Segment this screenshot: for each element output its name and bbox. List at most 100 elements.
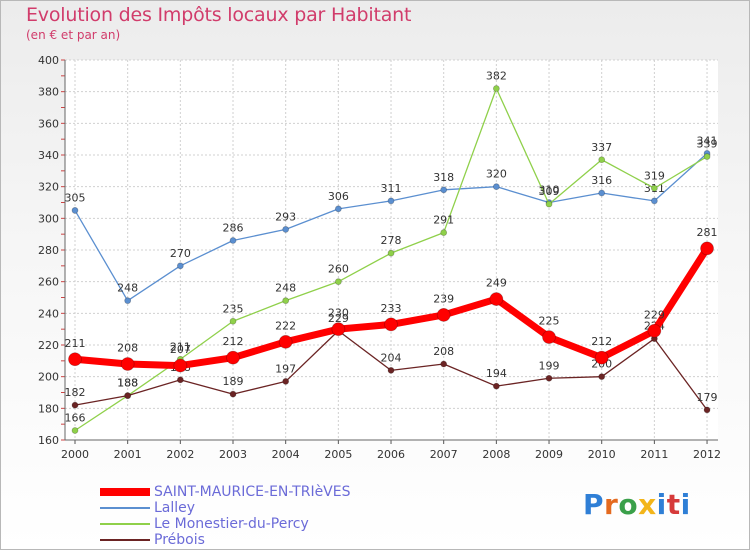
y-tick-label: 300 — [38, 212, 59, 225]
logo-letter: i — [656, 488, 667, 521]
data-label-le-monestier-du-percy: 339 — [697, 138, 718, 151]
legend-label-prebois: Prébois — [154, 532, 205, 548]
y-tick-label: 240 — [38, 307, 59, 320]
data-label-saint-maurice-en-tri-ves: 207 — [170, 343, 191, 356]
data-point-saint-maurice-en-tri-ves — [331, 322, 346, 337]
y-tick-label: 220 — [38, 339, 59, 352]
data-label-pr-bois: 189 — [223, 375, 244, 388]
data-point-lalley — [650, 197, 658, 205]
data-label-lalley: 320 — [486, 168, 507, 181]
data-point-pr-bois — [176, 376, 184, 384]
x-tick-label: 2008 — [482, 448, 510, 461]
data-point-lalley — [334, 205, 342, 213]
data-point-pr-bois — [492, 382, 500, 390]
data-point-saint-maurice-en-tri-ves — [68, 352, 82, 367]
legend-swatch-le-monestier — [100, 523, 150, 525]
data-point-lalley — [492, 183, 500, 191]
data-point-le-monestier-du-percy — [703, 153, 711, 160]
data-label-saint-maurice-en-tri-ves: 281 — [697, 226, 718, 239]
logo-letter: i — [680, 488, 691, 521]
data-point-pr-bois — [598, 373, 606, 381]
data-label-le-monestier-du-percy: 188 — [117, 377, 138, 390]
data-point-saint-maurice-en-tri-ves — [120, 357, 135, 371]
data-label-le-monestier-du-percy: 291 — [433, 214, 454, 227]
data-point-pr-bois — [440, 360, 448, 368]
data-point-lalley — [229, 237, 237, 244]
data-label-pr-bois: 179 — [697, 391, 718, 404]
data-label-lalley: 270 — [170, 247, 191, 260]
legend-label-lalley: Lalley — [154, 500, 196, 516]
data-point-le-monestier-du-percy — [598, 156, 606, 164]
logo-letter: t — [666, 488, 681, 521]
data-label-le-monestier-du-percy: 260 — [328, 263, 349, 276]
data-point-le-monestier-du-percy — [282, 297, 290, 305]
data-label-saint-maurice-en-tri-ves: 208 — [117, 342, 138, 355]
data-point-le-monestier-du-percy — [334, 278, 342, 286]
data-label-saint-maurice-en-tri-ves: 212 — [591, 335, 612, 348]
data-label-pr-bois: 194 — [486, 367, 507, 380]
x-tick-label: 2009 — [535, 448, 563, 461]
data-label-saint-maurice-en-tri-ves: 222 — [275, 319, 296, 332]
data-point-saint-maurice-en-tri-ves — [226, 350, 240, 365]
data-label-saint-maurice-en-tri-ves: 239 — [433, 292, 454, 305]
data-point-lalley — [440, 186, 448, 194]
data-label-pr-bois: 182 — [65, 386, 86, 399]
y-tick-label: 280 — [38, 244, 59, 257]
data-point-le-monestier-du-percy — [650, 184, 658, 192]
legend: SAINT-MAURICE-EN-TRIèVES Lalley Le Mones… — [100, 484, 351, 548]
data-label-saint-maurice-en-tri-ves: 233 — [381, 302, 402, 315]
x-tick-label: 2012 — [693, 448, 721, 461]
data-point-saint-maurice-en-tri-ves — [173, 358, 188, 373]
y-tick-label: 380 — [38, 86, 59, 99]
y-tick-label: 360 — [38, 117, 59, 130]
y-tick-label: 340 — [38, 149, 59, 162]
y-tick-label: 180 — [38, 402, 59, 415]
data-label-saint-maurice-en-tri-ves: 249 — [486, 277, 507, 290]
data-point-pr-bois — [545, 374, 553, 382]
data-label-lalley: 305 — [65, 191, 86, 204]
proxiti-logo: Proxiti — [583, 488, 691, 521]
data-point-saint-maurice-en-tri-ves — [647, 323, 662, 338]
data-point-le-monestier-du-percy — [71, 427, 79, 434]
data-label-saint-maurice-en-tri-ves: 211 — [65, 337, 86, 350]
data-label-le-monestier-du-percy: 235 — [223, 302, 244, 315]
data-label-lalley: 293 — [275, 210, 296, 223]
data-label-pr-bois: 204 — [381, 351, 402, 364]
legend-item-saint-maurice: SAINT-MAURICE-EN-TRIèVES — [100, 484, 351, 500]
data-point-pr-bois — [703, 406, 711, 414]
data-label-saint-maurice-en-tri-ves: 229 — [644, 308, 665, 321]
data-point-pr-bois — [124, 392, 132, 400]
x-tick-label: 2001 — [114, 448, 142, 461]
data-point-lalley — [598, 189, 606, 197]
data-label-le-monestier-du-percy: 211 — [170, 340, 191, 353]
data-label-pr-bois: 188 — [117, 377, 138, 390]
data-label-le-monestier-du-percy: 309 — [539, 185, 560, 198]
data-point-pr-bois — [282, 378, 290, 385]
data-point-le-monestier-du-percy — [387, 249, 395, 257]
data-label-le-monestier-du-percy: 278 — [381, 234, 402, 247]
x-tick-label: 2000 — [61, 448, 89, 461]
x-tick-label: 2004 — [272, 448, 300, 461]
data-point-lalley — [176, 262, 184, 270]
data-point-saint-maurice-en-tri-ves — [436, 308, 451, 322]
logo-letter: r — [604, 488, 619, 521]
data-point-saint-maurice-en-tri-ves — [594, 350, 609, 365]
data-label-lalley: 341 — [697, 134, 718, 147]
data-point-saint-maurice-en-tri-ves — [384, 317, 398, 332]
data-label-lalley: 286 — [223, 222, 244, 235]
data-point-lalley — [71, 207, 79, 214]
x-tick-label: 2003 — [219, 448, 247, 461]
data-point-pr-bois — [229, 390, 237, 398]
chart-subtitle: (en € et par an) — [26, 28, 121, 42]
data-label-lalley: 316 — [591, 174, 612, 187]
legend-item-le-monestier: Le Monestier-du-Percy — [100, 516, 351, 532]
data-label-saint-maurice-en-tri-ves: 230 — [328, 307, 349, 320]
legend-label-le-monestier: Le Monestier-du-Percy — [154, 516, 309, 532]
chart-title: Evolution des Impôts locaux par Habitant — [26, 4, 412, 26]
y-tick-label: 400 — [38, 54, 59, 67]
logo-letter: o — [618, 488, 639, 521]
data-point-le-monestier-du-percy — [440, 229, 448, 236]
data-label-pr-bois: 208 — [433, 345, 454, 358]
logo-letter: x — [638, 488, 657, 521]
